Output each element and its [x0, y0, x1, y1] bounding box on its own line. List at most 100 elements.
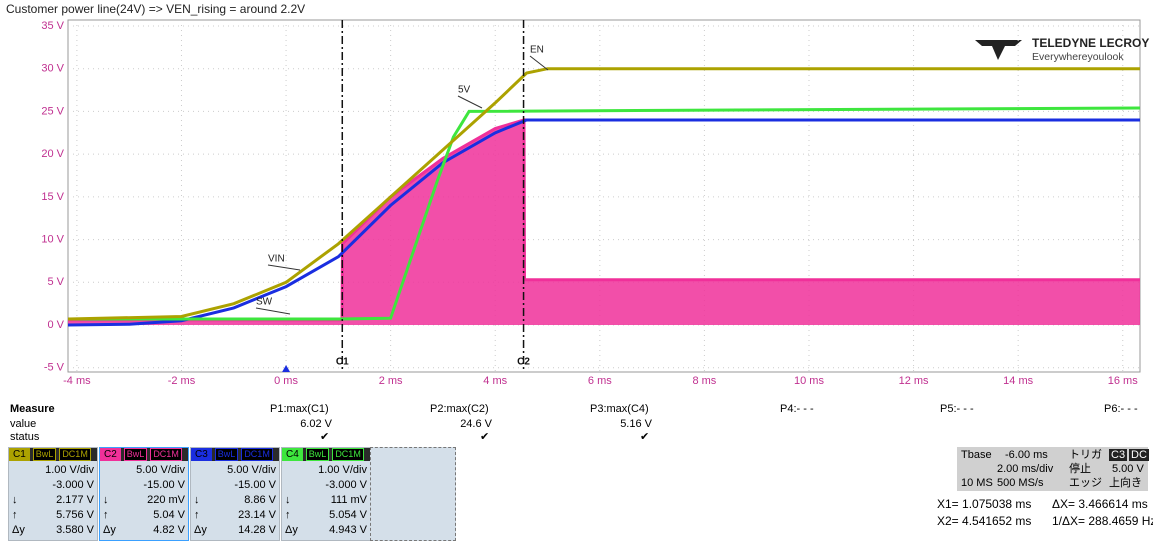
channel-box: C3 BwL DC1M 5.00 V/div -15.00 V 8.86 V ↓ 23.14 …	[190, 447, 280, 541]
x-tick-label: 4 ms	[483, 375, 507, 387]
measure-row-label: value	[10, 418, 37, 430]
channel-dy: 14.28 V	[238, 524, 276, 536]
channel-header: C2 BwL DC1M	[100, 448, 188, 461]
trace-label: 5V	[458, 85, 471, 96]
channel-coupling: DC1M	[59, 448, 91, 461]
x-tick-label: 8 ms	[692, 375, 716, 387]
y-tick-label: 5 V	[47, 276, 64, 288]
channel-row-label: Δy	[194, 524, 207, 536]
logo-brand: TELEDYNE LECROY	[1032, 36, 1149, 50]
channel-name: C3	[191, 448, 212, 461]
channel-name: C4	[282, 448, 303, 461]
y-tick-label: -5 V	[44, 362, 65, 374]
channel-down: 8.86 V	[244, 494, 276, 506]
channel-header: C4 BwL DC1M	[282, 448, 370, 461]
cursor-readout: ΔX= 3.466614 ms	[1052, 497, 1148, 511]
channel-box: C2 BwL DC1M 5.00 V/div -15.00 V 220 mV ↓ 5.04 V…	[99, 447, 189, 541]
channel-dy: 4.82 V	[153, 524, 185, 536]
timebase-field: Tbase	[961, 449, 992, 461]
channel-coupling: DC1M	[150, 448, 182, 461]
trace	[67, 67, 1140, 321]
channel-name: C1	[9, 448, 30, 461]
measure-status: ✔	[640, 431, 650, 443]
measure-value: 24.6 V	[460, 418, 492, 430]
x-tick-label: -2 ms	[168, 375, 196, 387]
x-tick-label: 0 ms	[274, 375, 298, 387]
measure-param: P6:- - -	[1104, 403, 1138, 415]
trace-label: EN	[530, 45, 544, 56]
measure-status: ✔	[480, 431, 490, 443]
channel-dy: 3.580 V	[56, 524, 94, 536]
cursor-readout: X1= 1.075038 ms	[937, 497, 1032, 511]
timebase-box: Tbase -6.00 ms トリガ C3 DC 2.00 ms/div 停止 5.00 V 1…	[957, 447, 1149, 491]
label-leader	[529, 55, 549, 71]
x-tick-label: 12 ms	[899, 375, 929, 387]
timebase-field: 5.00 V	[1112, 463, 1144, 475]
channel-vdiv: 5.00 V/div	[136, 464, 185, 476]
x-tick-label: 16 ms	[1108, 375, 1138, 387]
timebase-field: 2.00 ms/div	[997, 463, 1054, 475]
channel-bw: BwL	[305, 448, 330, 461]
channel-coupling: DC1M	[241, 448, 273, 461]
timebase-field: 停止	[1069, 463, 1091, 475]
timebase-field: トリガ	[1069, 449, 1102, 461]
channel-row-label: ↓	[12, 494, 18, 506]
timebase-field: 上向き	[1109, 477, 1142, 489]
cursor-readout: 1/ΔX= 288.4659 Hz	[1052, 514, 1153, 528]
channel-row-label: Δy	[285, 524, 298, 536]
timebase-field: エッジ	[1069, 477, 1102, 489]
measure-param: P1:max(C1)	[270, 403, 329, 415]
trace	[67, 118, 1140, 327]
channel-up: 5.04 V	[153, 509, 185, 521]
channel-row-label: ↓	[103, 494, 109, 506]
channel-row-label: ↓	[285, 494, 291, 506]
measure-row-label: status	[10, 431, 40, 443]
channel-vdiv: 1.00 V/div	[45, 464, 94, 476]
x-tick-label: -4 ms	[63, 375, 91, 387]
channel-bw: BwL	[214, 448, 239, 461]
channel-vdiv: 1.00 V/div	[318, 464, 367, 476]
y-tick-label: 30 V	[41, 63, 64, 75]
logo: TELEDYNE LECROY Everywhereyoulook	[975, 36, 1149, 63]
y-tick-label: 15 V	[41, 191, 64, 203]
measure-status: ✔	[320, 431, 330, 443]
channel-bw: BwL	[123, 448, 148, 461]
channel-row-label: ↓	[194, 494, 200, 506]
timebase-field: 500 MS/s	[997, 477, 1044, 489]
channel-box: C1 BwL DC1M 1.00 V/div -3.000 V 2.177 V ↓ 5.756…	[8, 447, 98, 541]
logo-icon	[992, 46, 1005, 60]
channel-down: 2.177 V	[56, 494, 94, 506]
x-tick-label: 2 ms	[379, 375, 403, 387]
channel-offset: -15.00 V	[143, 479, 185, 491]
empty-slot	[370, 447, 456, 541]
trace	[68, 106, 1141, 321]
channel-row-label: ↑	[285, 509, 291, 521]
channel-offset: -15.00 V	[234, 479, 276, 491]
channel-header: C3 BwL DC1M	[191, 448, 279, 461]
channel-name: C2	[100, 448, 121, 461]
measure-value: 6.02 V	[300, 418, 332, 430]
channel-row-label: ↑	[103, 509, 109, 521]
channel-up: 5.054 V	[329, 509, 367, 521]
cursor-label: C1	[336, 357, 349, 368]
timebase-field: -6.00 ms	[1005, 449, 1048, 461]
logo-tagline: Everywhereyoulook	[1032, 51, 1124, 63]
timebase-field: DC	[1129, 449, 1149, 461]
channel-offset: -3.000 V	[325, 479, 367, 491]
channel-up: 23.14 V	[238, 509, 276, 521]
cursor-label: C2	[517, 357, 530, 368]
channel-header: C1 BwL DC1M	[9, 448, 97, 461]
cursor-readout: X2= 4.541652 ms	[937, 514, 1032, 528]
measure-param: P3:max(C4)	[590, 403, 649, 415]
channel-box: C4 BwL DC1M 1.00 V/div -3.000 V 111 mV ↓ 5.054 …	[281, 447, 371, 541]
trace-area	[68, 120, 1140, 326]
channel-row-label: ↑	[194, 509, 200, 521]
x-tick-label: 10 ms	[794, 375, 824, 387]
channel-up: 5.756 V	[56, 509, 94, 521]
measure-value: 5.16 V	[620, 418, 652, 430]
measure-param: P2:max(C2)	[430, 403, 489, 415]
logo-icon	[975, 40, 1022, 46]
x-tick-label: 14 ms	[1003, 375, 1033, 387]
header-title: Customer power line(24V) => VEN_rising =…	[6, 2, 306, 16]
y-tick-label: 35 V	[41, 20, 64, 32]
